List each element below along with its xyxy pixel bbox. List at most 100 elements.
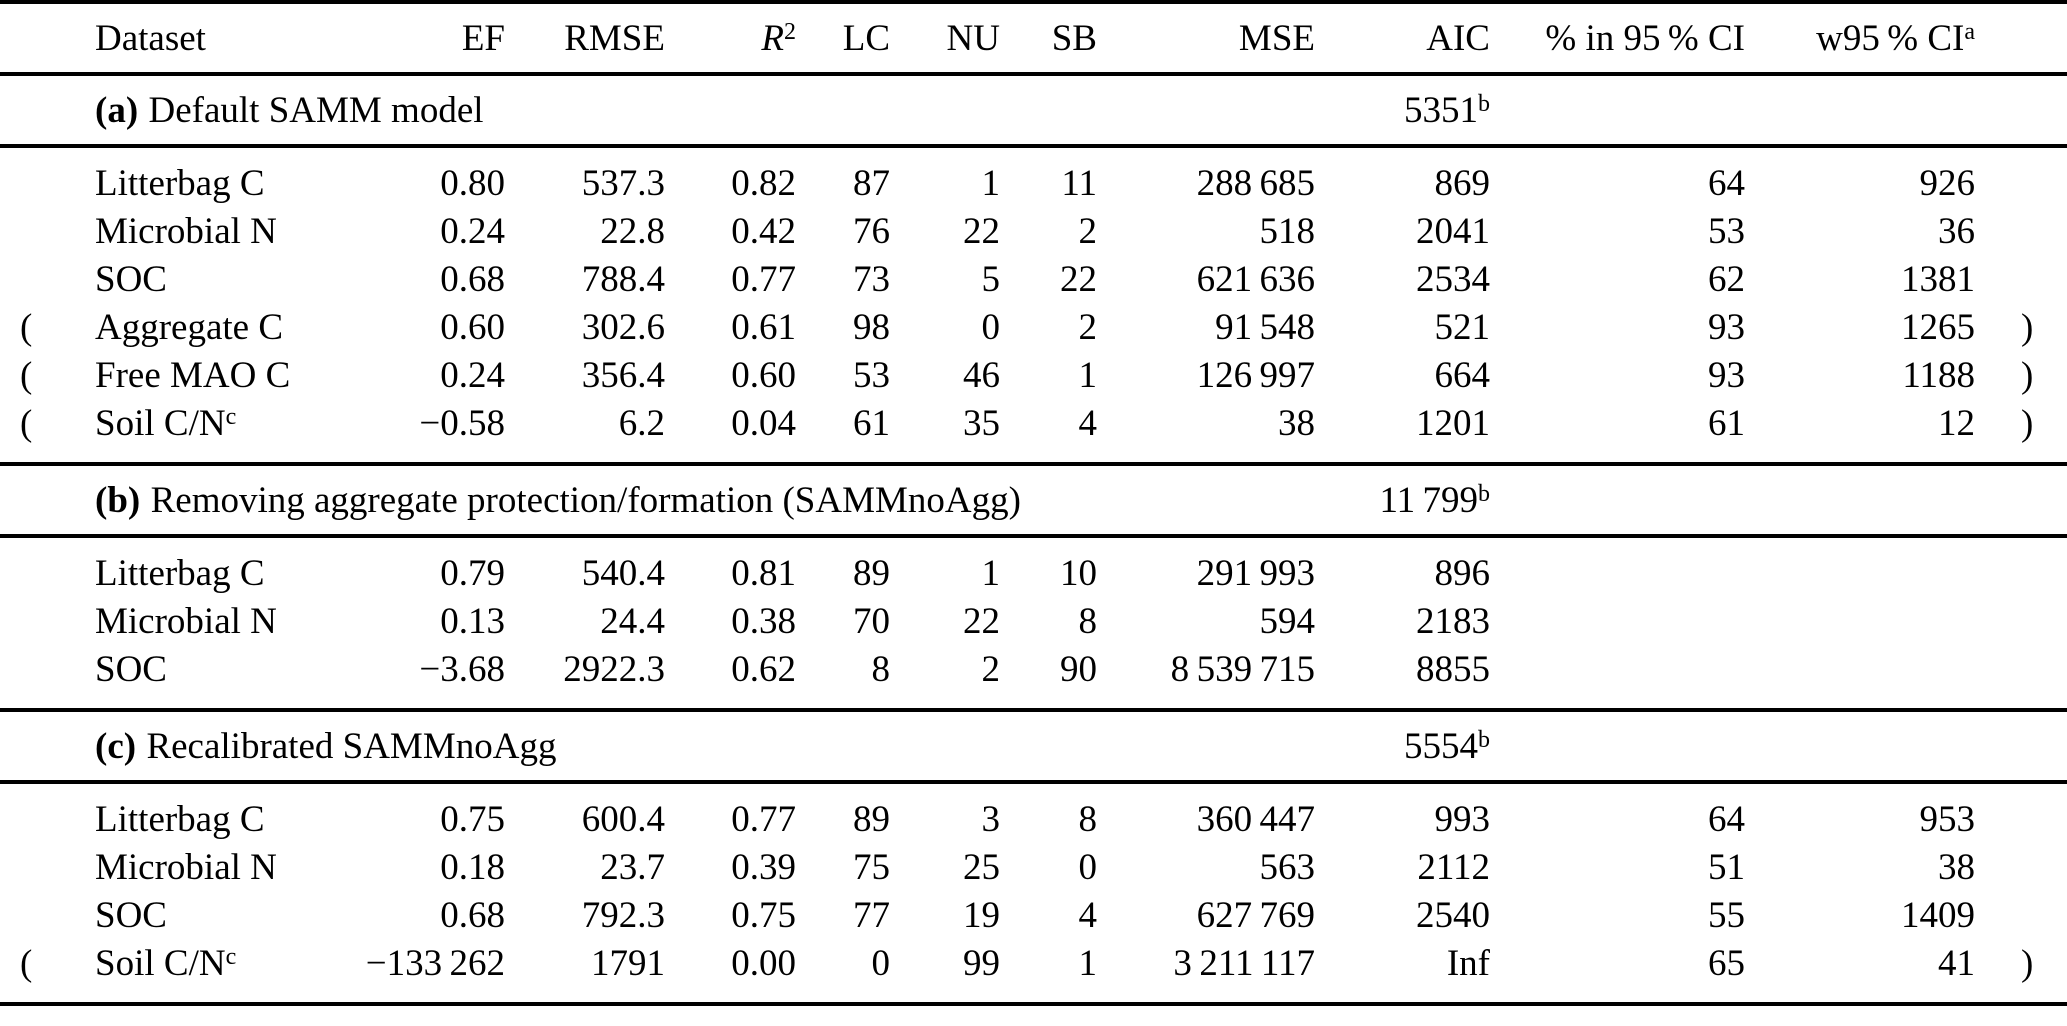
cell-nu: 22 bbox=[890, 208, 1000, 256]
cell-value: 65 bbox=[1708, 943, 1745, 984]
cell-value: 8 bbox=[1078, 799, 1098, 840]
cell-dataset: Litterbag C bbox=[60, 536, 350, 598]
cell-dataset: SOC bbox=[60, 256, 350, 304]
cell-value: 8855 bbox=[1416, 649, 1490, 690]
cell-mse: 38 bbox=[1097, 400, 1315, 464]
cell-w95 bbox=[1745, 646, 1975, 710]
section-marker: (a) bbox=[95, 89, 139, 131]
cell-r2: 0.42 bbox=[665, 208, 796, 256]
cell-nu: 99 bbox=[890, 940, 1000, 1004]
cell-lc: 75 bbox=[796, 844, 890, 892]
cell-value: 2 bbox=[1078, 307, 1098, 348]
aic-footnote-sup: b bbox=[1478, 726, 1490, 753]
cell-dataset: Soil C/Nc bbox=[60, 940, 350, 1004]
section-title-text: Recalibrated SAMMnoAgg bbox=[146, 725, 557, 767]
table-row: Litterbag C 0.79 540.4 0.81 89 1 10 291 993 896 bbox=[0, 536, 2067, 598]
cell-value: −0.58 bbox=[419, 403, 505, 444]
cell-value: 53 bbox=[1708, 211, 1745, 252]
dataset-label: Litterbag C bbox=[95, 163, 265, 204]
column-header-paren-close bbox=[1975, 2, 2067, 74]
cell-value: 3 bbox=[981, 799, 1001, 840]
cell-nu: 22 bbox=[890, 598, 1000, 646]
cell-sb: 0 bbox=[1000, 844, 1098, 892]
cell-value: 25 bbox=[963, 847, 1000, 888]
table-row: (Free MAO C 0.24 356.4 0.60 53 46 1 126 997 664 9… bbox=[0, 352, 2067, 400]
column-label: w95 % CI bbox=[1816, 17, 1965, 59]
paren-close-cell bbox=[1975, 208, 2067, 256]
cell-mse: 291 993 bbox=[1097, 536, 1315, 598]
cell-value: 89 bbox=[853, 553, 890, 594]
column-header-sb: SB bbox=[1000, 2, 1097, 74]
cell-value: 2922.3 bbox=[563, 649, 665, 690]
cell-value: 594 bbox=[1259, 601, 1316, 642]
paren-open: ( bbox=[20, 355, 33, 396]
cell-value: 0.13 bbox=[440, 601, 505, 642]
cell-ef: 0.68 bbox=[350, 892, 505, 940]
cell-value: 22 bbox=[963, 601, 1000, 642]
column-header-rmse: RMSE bbox=[505, 2, 665, 74]
cell-aic: 869 bbox=[1315, 146, 1491, 208]
cell-ef: 0.68 bbox=[350, 256, 505, 304]
table-row: Litterbag C 0.80 537.3 0.82 87 1 11 288 685 869 6… bbox=[0, 146, 2067, 208]
cell-nu: 25 bbox=[890, 844, 1000, 892]
cell-ef: 0.18 bbox=[350, 844, 505, 892]
column-header-paren-open bbox=[0, 2, 60, 74]
cell-aic: 896 bbox=[1315, 536, 1491, 598]
cell-value: 0.24 bbox=[440, 355, 505, 396]
cell-r2: 0.38 bbox=[665, 598, 796, 646]
cell-value: 1791 bbox=[591, 943, 665, 984]
cell-rmse: 6.2 bbox=[505, 400, 665, 464]
cell-lc: 87 bbox=[796, 146, 890, 208]
cell-value: 664 bbox=[1434, 355, 1491, 396]
paren-close-cell bbox=[1975, 782, 2067, 844]
cell-value: 926 bbox=[1919, 163, 1976, 204]
cell-value: 0.68 bbox=[440, 259, 505, 300]
cell-pct: 64 bbox=[1490, 146, 1745, 208]
section-marker: (b) bbox=[95, 479, 141, 521]
paren-close-cell bbox=[1975, 844, 2067, 892]
cell-dataset: SOC bbox=[60, 892, 350, 940]
cell-value: 8 539 715 bbox=[1170, 649, 1315, 690]
cell-value: 8 bbox=[1078, 601, 1098, 642]
cell-rmse: 24.4 bbox=[505, 598, 665, 646]
table-row: Microbial N 0.24 22.8 0.42 76 22 2 518 2041 53 36 bbox=[0, 208, 2067, 256]
cell-value: 98 bbox=[853, 307, 890, 348]
paren-close-cell bbox=[1975, 536, 2067, 598]
paren-open-cell bbox=[0, 782, 60, 844]
column-header-nu: NU bbox=[890, 2, 1000, 74]
cell-value: 0.18 bbox=[440, 847, 505, 888]
aic-number: 5351 bbox=[1404, 89, 1478, 131]
cell-ef: 0.75 bbox=[350, 782, 505, 844]
dataset-label: SOC bbox=[95, 895, 167, 936]
cell-value: 87 bbox=[853, 163, 890, 204]
cell-value: 1201 bbox=[1416, 403, 1490, 444]
cell-r2: 0.82 bbox=[665, 146, 796, 208]
section-title: (a) Default SAMM model bbox=[0, 74, 1315, 146]
cell-w95: 926 bbox=[1745, 146, 1976, 208]
cell-aic: 2540 bbox=[1315, 892, 1490, 940]
cell-value: 792.3 bbox=[581, 895, 665, 936]
section-aic-value: 5351b bbox=[1315, 74, 1490, 146]
cell-w95: 36 bbox=[1745, 208, 1975, 256]
cell-w95 bbox=[1745, 536, 1975, 598]
column-label: AIC bbox=[1426, 17, 1490, 59]
section-aic-value: 5554b bbox=[1315, 710, 1490, 782]
cell-dataset: SOC bbox=[60, 646, 350, 710]
cell-value: 4 bbox=[1078, 895, 1098, 936]
cell-mse: 627 769 bbox=[1097, 892, 1315, 940]
dataset-label: Microbial N bbox=[95, 211, 277, 252]
cell-value: 788.4 bbox=[581, 259, 665, 300]
cell-dataset: Litterbag C bbox=[60, 146, 350, 208]
cell-value: 563 bbox=[1259, 847, 1316, 888]
cell-value: 0.81 bbox=[731, 553, 796, 594]
table-row: SOC −3.68 2922.3 0.62 8 2 90 8 539 715 8855 bbox=[0, 646, 2067, 710]
cell-value: 10 bbox=[1060, 553, 1097, 594]
cell-pct: 64 bbox=[1490, 782, 1745, 844]
dataset-label: Litterbag C bbox=[95, 799, 265, 840]
cell-rmse: 792.3 bbox=[505, 892, 665, 940]
cell-mse: 288 685 bbox=[1097, 146, 1315, 208]
paren-close-cell bbox=[1975, 256, 2067, 304]
paren-close-cell: ) bbox=[1975, 352, 2067, 400]
